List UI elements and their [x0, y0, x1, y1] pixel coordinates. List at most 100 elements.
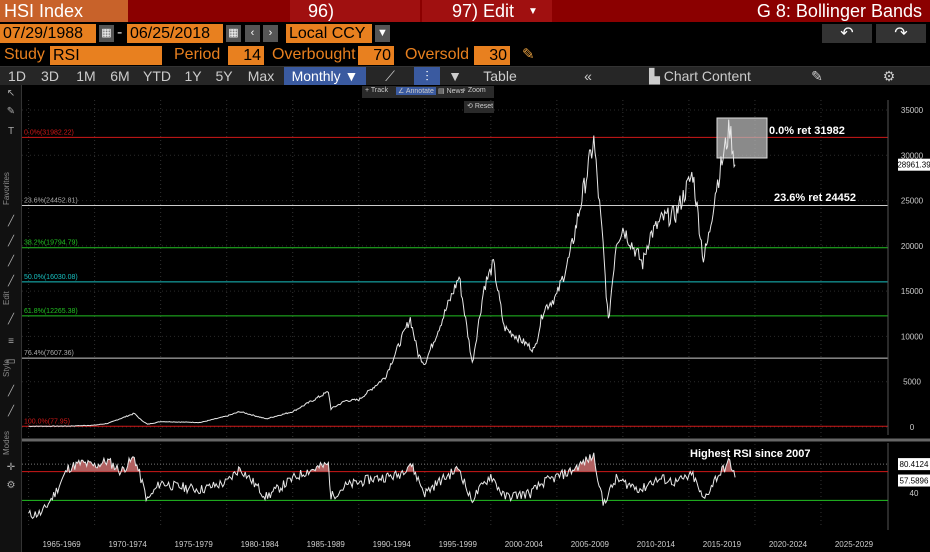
- price-series-line: [28, 119, 736, 428]
- chart-icon: ▙: [649, 68, 660, 84]
- date-dash: -: [117, 24, 123, 41]
- overbought-field[interactable]: 70: [358, 46, 394, 65]
- grid-lines: [22, 100, 888, 525]
- fib-level-label: 76.4%(7607.36): [24, 350, 74, 357]
- range-1m[interactable]: 1M: [76, 68, 96, 84]
- chevron-down-icon: ▼: [528, 6, 538, 18]
- range-3d[interactable]: 3D: [41, 68, 59, 84]
- prev-arrow-icon[interactable]: ‹: [245, 25, 260, 42]
- gear-icon[interactable]: ⚙: [6, 480, 16, 491]
- collapse-icon[interactable]: «: [584, 68, 592, 84]
- favorites-tab[interactable]: Favorites: [2, 172, 11, 205]
- x-tick-label: 2005-2009: [571, 540, 610, 549]
- reset-label: Reset: [474, 103, 494, 110]
- news-button[interactable]: ▤ News: [438, 88, 465, 95]
- range-max[interactable]: Max: [247, 68, 275, 84]
- annotation-0-ret: 0.0% ret 31982: [769, 125, 845, 137]
- x-tick-label: 2020-2024: [769, 540, 808, 549]
- news-label: News: [446, 88, 465, 95]
- track-button[interactable]: + Track: [365, 87, 389, 94]
- study-field[interactable]: RSI: [50, 46, 162, 65]
- range-6m[interactable]: 6M: [110, 68, 130, 84]
- modes-tab[interactable]: Modes: [2, 430, 11, 455]
- x-tick-label: 2010-2014: [637, 540, 676, 549]
- line-tool-icon[interactable]: ╱: [7, 216, 15, 227]
- zoom-button[interactable]: ⌕ Zoom: [462, 87, 486, 94]
- reset-button[interactable]: ⟲ Reset: [464, 101, 494, 113]
- range-1y[interactable]: 1Y: [184, 68, 202, 84]
- crosshair-icon[interactable]: ✛: [6, 462, 16, 473]
- title-bar: HSI Index 96) Actions▼ 97) Edit ▼ G 8: Bo…: [0, 0, 930, 43]
- annotation-23-ret: 23.6% ret 24452: [774, 192, 856, 204]
- frequency-select[interactable]: Monthly ▼: [284, 67, 366, 86]
- cursor-icon[interactable]: ↖: [6, 88, 16, 99]
- gear-icon[interactable]: ⚙: [882, 68, 896, 84]
- x-tick-label: 1995-1999: [439, 540, 478, 549]
- period-field[interactable]: 14: [228, 46, 264, 65]
- undo-icon[interactable]: ↶: [822, 24, 872, 43]
- period-label: Period: [174, 46, 221, 63]
- rsi-series-line: [28, 452, 736, 520]
- ticker-field[interactable]: HSI Index: [0, 0, 128, 22]
- range-5y[interactable]: 5Y: [215, 68, 233, 84]
- edit-tab[interactable]: Edit: [2, 291, 11, 305]
- line-tool-icon[interactable]: ╱: [7, 276, 15, 287]
- line-tool-icon[interactable]: ╱: [7, 406, 15, 417]
- table-button[interactable]: Table: [483, 68, 517, 84]
- style-tab[interactable]: Style: [2, 359, 11, 377]
- last-price-label: 28961.39: [897, 161, 930, 170]
- line-tool-icon[interactable]: ╱: [7, 236, 15, 247]
- last-price-tag: 28961.39: [897, 158, 930, 171]
- shape-icon[interactable]: ▭: [6, 356, 16, 367]
- range-1d[interactable]: 1D: [8, 68, 26, 84]
- line-tool-icon[interactable]: ╱: [7, 314, 15, 325]
- candle-icon[interactable]: ⫶: [414, 67, 440, 86]
- last-price-box: [898, 158, 930, 171]
- frequency-label: Monthly: [291, 68, 341, 84]
- edit-label: 97) Edit: [452, 1, 515, 21]
- rsi-tick-label: 80.4124: [900, 460, 929, 469]
- annotate-button[interactable]: ∠ Annotate: [396, 87, 436, 95]
- chart-toolbar: 1D 3D 1M 6M YTD 1Y 5Y Max Monthly ▼ ⟋ ⫶ …: [0, 66, 930, 86]
- currency-field[interactable]: Local CCY: [286, 24, 372, 43]
- chevron-down-icon[interactable]: ▼: [448, 68, 462, 84]
- fib-icon[interactable]: ≡: [8, 336, 14, 347]
- chevron-down-icon[interactable]: ▼: [375, 25, 390, 42]
- chart-content-button[interactable]: ▙ Chart Content: [642, 67, 758, 86]
- y-tick-label: 25000: [901, 197, 924, 206]
- annotate-label: Annotate: [405, 88, 434, 95]
- y-tick-label: 10000: [901, 332, 924, 341]
- y-tick-label: 35000: [901, 106, 924, 115]
- edit-chart-icon[interactable]: ✎: [811, 68, 823, 84]
- fib-level-label: 38.2%(19794.79): [24, 240, 78, 247]
- fib-level-label: 50.0%(16030.08): [24, 274, 78, 281]
- pen-icon[interactable]: ✎: [6, 106, 16, 117]
- start-date-field[interactable]: 07/29/1988: [0, 24, 96, 43]
- x-tick-label: 1985-1989: [307, 540, 346, 549]
- x-tick-label: 2025-2029: [835, 540, 874, 549]
- oversold-field[interactable]: 30: [474, 46, 510, 65]
- x-tick-label: 1975-1979: [175, 540, 214, 549]
- redo-icon[interactable]: ↷: [876, 24, 926, 43]
- rsi-overbought-fill: [28, 452, 736, 472]
- actions-menu[interactable]: 96) Actions▼: [290, 0, 420, 43]
- chevron-down-icon: ▼: [344, 68, 359, 84]
- calendar-icon[interactable]: ▦: [226, 25, 241, 42]
- text-icon[interactable]: T: [7, 126, 15, 137]
- pencil-icon[interactable]: ✎: [522, 46, 535, 63]
- line-chart-icon[interactable]: ⟋: [385, 68, 395, 84]
- x-tick-label: 1980-1984: [241, 540, 280, 549]
- price-chart[interactable]: 0.0%(31982.22) 23.6%(24452.81) 38.2%(19794…: [22, 85, 930, 552]
- edit-menu[interactable]: 97) Edit ▼: [422, 0, 552, 22]
- line-tool-icon[interactable]: ╱: [7, 256, 15, 267]
- calendar-icon[interactable]: ▦: [99, 25, 114, 42]
- function-title: G 8: Bollinger Bands: [756, 1, 922, 21]
- annotation-highest-rsi: Highest RSI since 2007: [690, 448, 810, 460]
- x-tick-label: 1990-1994: [373, 540, 412, 549]
- next-arrow-icon[interactable]: ›: [263, 25, 278, 42]
- oversold-label: Oversold: [405, 46, 470, 63]
- line-tool-icon[interactable]: ╱: [7, 386, 15, 397]
- study-label: Study: [4, 46, 45, 63]
- end-date-field[interactable]: 06/25/2018: [127, 24, 223, 43]
- range-ytd[interactable]: YTD: [143, 68, 171, 84]
